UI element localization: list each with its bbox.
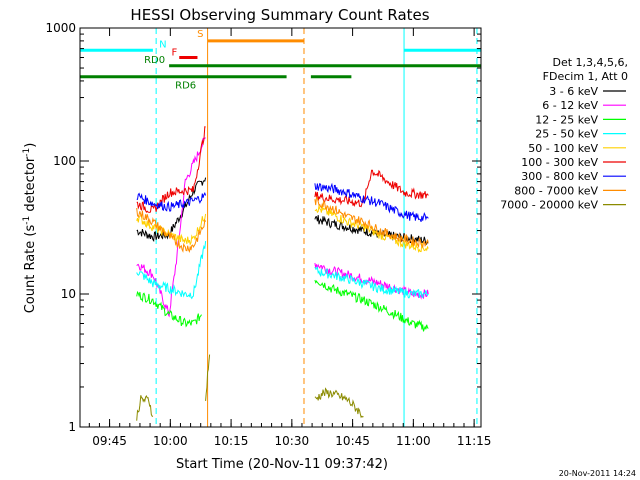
series-line-8-1	[205, 354, 211, 401]
y-tick-label: 1000	[45, 21, 76, 35]
series-line-5-0	[136, 126, 206, 213]
legend-label: 7000 - 20000 keV	[500, 199, 598, 212]
x-tick-label: 11:00	[396, 434, 431, 448]
flag-label-f: F	[171, 48, 177, 59]
series-line-2-0	[136, 290, 202, 328]
legend-label: 3 - 6 keV	[549, 85, 598, 98]
y-axis-label-prefix: Count Rate (s	[23, 225, 38, 314]
y-axis-label-suffix: )	[23, 143, 38, 148]
y-axis-label-sup-1: -1	[22, 216, 32, 225]
series-line-5-1	[314, 169, 429, 208]
series-line-8-0	[136, 395, 154, 421]
series-line-2-1	[314, 279, 429, 332]
x-tick-label: 11:15	[457, 434, 492, 448]
legend-label: 25 - 50 keV	[535, 128, 598, 141]
y-tick-label: 1	[68, 420, 76, 434]
footer-timestamp: 20-Nov-2011 14:24	[559, 469, 636, 478]
y-axis-label-sup-2: -1	[22, 148, 32, 157]
flag-label-n: N	[159, 39, 166, 50]
legend-label: 50 - 100 keV	[528, 142, 598, 155]
flag-label-rd0: RD0	[144, 55, 165, 66]
y-tick-label: 100	[53, 154, 76, 168]
y-axis: 1 10 100 1000	[45, 21, 481, 434]
series-line-6-1	[314, 182, 429, 222]
flag-label-rd6: RD6	[175, 81, 196, 92]
legend-label: 6 - 12 keV	[542, 99, 598, 112]
legend-label: 12 - 25 keV	[535, 113, 598, 126]
y-axis-label-mid: detector	[23, 156, 38, 216]
x-tick-label: 10:00	[153, 434, 188, 448]
legend-label: 300 - 800 keV	[521, 170, 598, 183]
series-line-1-0	[136, 137, 206, 318]
x-tick-label: 10:15	[214, 434, 249, 448]
x-axis: 09:45 10:00 10:15 10:30 10:45 11:00 11:15	[88, 28, 492, 448]
series-line-7-1	[314, 195, 429, 249]
series-line-7-0	[136, 207, 207, 253]
series-line-0-1	[314, 215, 429, 246]
legend: Det 1,3,4,5,6, FDecim 1, Att 0 3 - 6 keV…	[500, 56, 628, 212]
legend-label: 100 - 300 keV	[521, 156, 598, 169]
legend-header-2: FDecim 1, Att 0	[543, 70, 628, 83]
series-line-4-0	[136, 213, 207, 246]
series-line-1-1	[314, 262, 429, 300]
x-axis-label: Start Time (20-Nov-11 09:37:42)	[176, 457, 388, 472]
legend-label: 800 - 7000 keV	[514, 184, 598, 197]
series-line-0-0	[136, 177, 207, 243]
series-line-3-0	[136, 241, 207, 300]
plot-frame	[79, 27, 482, 428]
series-line-6-0	[136, 192, 207, 212]
legend-header-1: Det 1,3,4,5,6,	[552, 56, 628, 69]
x-tick-label: 10:45	[335, 434, 370, 448]
chart-title: HESSI Observing Summary Count Rates	[130, 6, 429, 24]
y-tick-label: 10	[61, 287, 76, 301]
plot-area: N RD0 RD6 S F	[80, 28, 481, 427]
series-line-8-2	[314, 387, 364, 419]
x-tick-label: 09:45	[92, 434, 127, 448]
series-line-3-1	[314, 265, 429, 299]
x-tick-label: 10:30	[275, 434, 310, 448]
flag-label-s: S	[197, 29, 203, 40]
y-axis-label: Count Rate (s-1 detector-1)	[22, 143, 38, 314]
